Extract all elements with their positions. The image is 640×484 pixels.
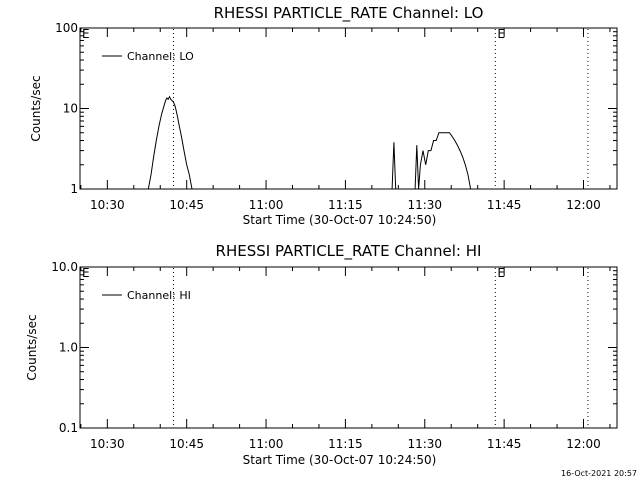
hi-x-tick-label: 10:45: [169, 437, 204, 451]
lo-event-marker-label: E: [497, 27, 505, 41]
hi-x-tick-label: 11:15: [328, 437, 363, 451]
lo-x-tick-label: 11:00: [249, 198, 284, 212]
lo-x-tick-label: 11:15: [328, 198, 363, 212]
lo-legend-label: Channel: LO: [127, 50, 194, 63]
lo-y-tick-label: 10: [63, 102, 78, 116]
hi-x-tick-label: 12:00: [566, 437, 601, 451]
hi-y-axis-label: Counts/sec: [25, 314, 39, 380]
lo-x-tick-label: 12:00: [566, 198, 601, 212]
lo-x-axis-label: Start Time (30-Oct-07 10:24:50): [243, 213, 437, 227]
lo-chart-title: RHESSI PARTICLE_RATE Channel: LO: [214, 4, 484, 23]
hi-legend-label: Channel: HI: [127, 289, 191, 302]
hi-x-tick-label: 10:30: [90, 437, 125, 451]
hi-y-tick-label: 1.0: [59, 341, 78, 355]
hi-chart-title: RHESSI PARTICLE_RATE Channel: HI: [216, 242, 482, 261]
hi-x-tick-label: 11:30: [407, 437, 442, 451]
lo-y-tick-label: 100: [55, 21, 78, 35]
lo-x-tick-label: 10:45: [169, 198, 204, 212]
hi-x-tick-label: 11:00: [249, 437, 284, 451]
hi-event-marker-label: E: [82, 266, 90, 280]
lo-x-tick-label: 11:45: [487, 198, 522, 212]
hi-x-axis-label: Start Time (30-Oct-07 10:24:50): [243, 453, 437, 467]
hi-x-tick-label: 11:45: [487, 437, 522, 451]
lo-y-axis-label: Counts/sec: [29, 75, 43, 141]
lo-series-line: [147, 95, 475, 190]
lo-event-marker-label: E: [82, 27, 90, 41]
hi-y-tick-label: 0.1: [59, 421, 78, 435]
lo-x-tick-label: 10:30: [90, 198, 125, 212]
hi-event-marker-label: E: [497, 266, 505, 280]
hi-y-tick-label: 10.0: [51, 260, 78, 274]
plot-timestamp: 16-Oct-2021 20:57: [561, 469, 637, 478]
lo-y-tick-label: 1: [70, 182, 78, 196]
lo-x-tick-label: 11:30: [407, 198, 442, 212]
